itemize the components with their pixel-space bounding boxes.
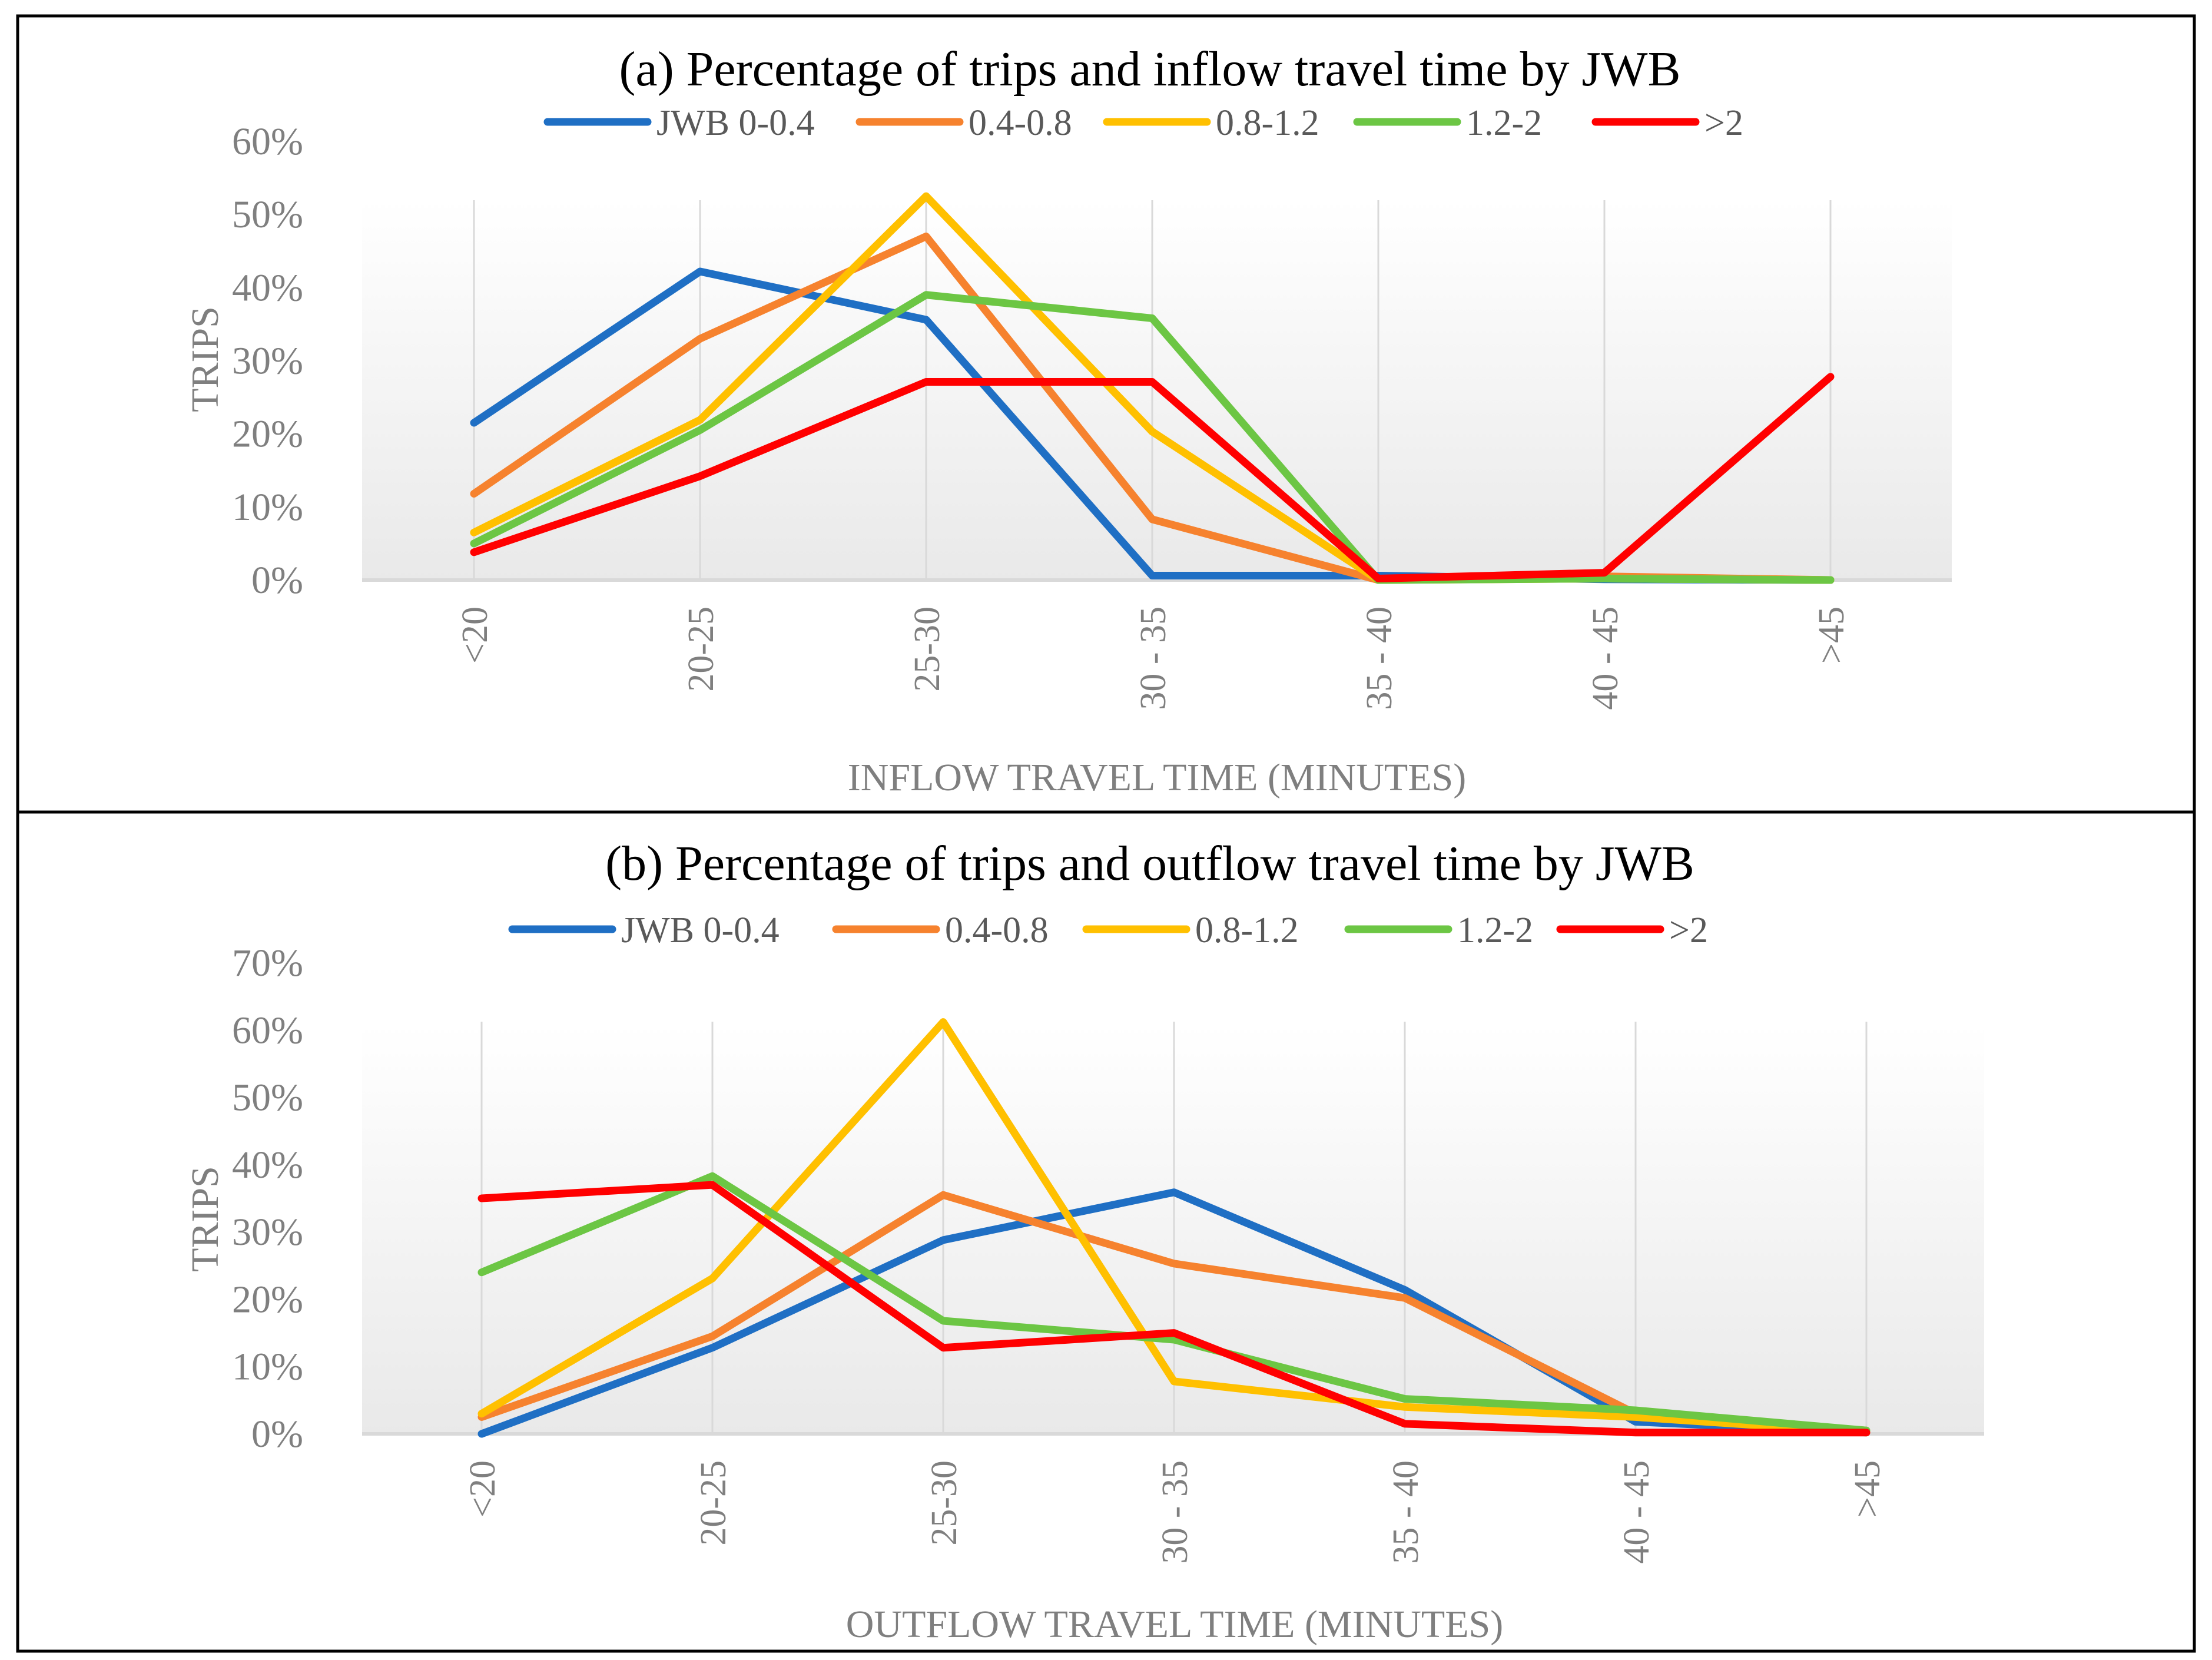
legend-label: 0.8-1.2 [1195, 910, 1299, 950]
y-tick-label: 0% [251, 1413, 303, 1456]
series-line-4 [470, 291, 1835, 584]
legend-label: 1.2-2 [1466, 103, 1542, 143]
legend-label: JWB 0-0.4 [656, 103, 815, 143]
y-tick-label: 50% [232, 193, 303, 236]
x-tick-label: <20 [463, 1460, 503, 1517]
x-tick-label: >45 [1812, 607, 1852, 664]
x-tick-label: 40 - 45 [1617, 1460, 1657, 1564]
x-tick-label: >45 [1848, 1460, 1888, 1517]
legend: JWB 0-0.4 0.4-0.8 0.8-1.2 1.2-2 >2 [543, 103, 1743, 143]
legend-label: >2 [1704, 103, 1743, 143]
y-tick-labels: 0% 10% 20% 30% 40% 50% 60% 70% [232, 942, 303, 1456]
x-tick-label: 25-30 [924, 1460, 964, 1546]
legend-label: 1.2-2 [1457, 910, 1533, 950]
y-tick-labels: 0% 10% 20% 30% 40% 50% 60% [232, 120, 303, 602]
gridlines [480, 1022, 1868, 1434]
x-tick-label: 25-30 [907, 607, 947, 692]
x-tick-label: 20-25 [694, 1460, 734, 1546]
y-tick-label: 0% [251, 559, 303, 602]
legend-label: 0.8-1.2 [1216, 103, 1319, 143]
panel-b-chart: (b) Percentage of trips and outflow trav… [184, 836, 1984, 1646]
panel-a-chart: (a) Percentage of trips and inflow trave… [184, 42, 1952, 799]
x-tick-labels: <20 20-25 25-30 30 - 35 35 - 40 40 - 45 >45 [455, 607, 1852, 710]
x-tick-label: 35 - 40 [1359, 607, 1400, 710]
x-axis-title: INFLOW TRAVEL TIME (MINUTES) [848, 756, 1466, 799]
y-tick-label: 60% [232, 1009, 303, 1052]
y-tick-label: 30% [232, 1211, 303, 1254]
series-line-5 [477, 1181, 1871, 1437]
legend-label: >2 [1669, 910, 1708, 950]
panel-b-frame [16, 810, 2196, 1653]
x-axis-title: OUTFLOW TRAVEL TIME (MINUTES) [846, 1603, 1503, 1646]
x-tick-label: <20 [455, 607, 495, 664]
y-tick-label: 20% [232, 1278, 303, 1321]
y-tick-label: 70% [232, 942, 303, 985]
y-tick-label: 10% [232, 1346, 303, 1389]
x-tick-label: 35 - 40 [1386, 1460, 1426, 1564]
legend-label: JWB 0-0.4 [621, 910, 780, 950]
y-tick-label: 60% [232, 120, 303, 163]
x-tick-label: 20-25 [681, 607, 721, 692]
series-line-3 [477, 1018, 1871, 1437]
x-tick-label: 30 - 35 [1133, 607, 1173, 710]
y-tick-label: 40% [232, 1144, 303, 1187]
gridlines [473, 200, 1832, 580]
y-tick-label: 50% [232, 1076, 303, 1119]
y-tick-label: 10% [232, 486, 303, 529]
series-line-4 [477, 1172, 1871, 1434]
chart-title: (a) Percentage of trips and inflow trave… [619, 42, 1680, 97]
y-axis-title: TRIPS [184, 306, 227, 412]
x-tick-labels: <20 20-25 25-30 30 - 35 35 - 40 40 - 45 >45 [463, 1460, 1888, 1564]
y-tick-label: 30% [232, 340, 303, 383]
legend-label: 0.4-0.8 [969, 103, 1072, 143]
legend: JWB 0-0.4 0.4-0.8 0.8-1.2 1.2-2 >2 [508, 910, 1708, 950]
y-tick-label: 20% [232, 413, 303, 456]
x-tick-label: 40 - 45 [1586, 607, 1626, 710]
y-axis-title: TRIPS [184, 1166, 227, 1272]
y-tick-label: 40% [232, 266, 303, 309]
series-line-1 [477, 1188, 1871, 1438]
x-tick-label: 30 - 35 [1155, 1460, 1195, 1564]
legend-label: 0.4-0.8 [945, 910, 1049, 950]
series-line-5 [470, 373, 1835, 583]
chart-title: (b) Percentage of trips and outflow trav… [605, 836, 1694, 891]
series-lines [470, 192, 1835, 584]
series-lines [477, 1018, 1871, 1438]
